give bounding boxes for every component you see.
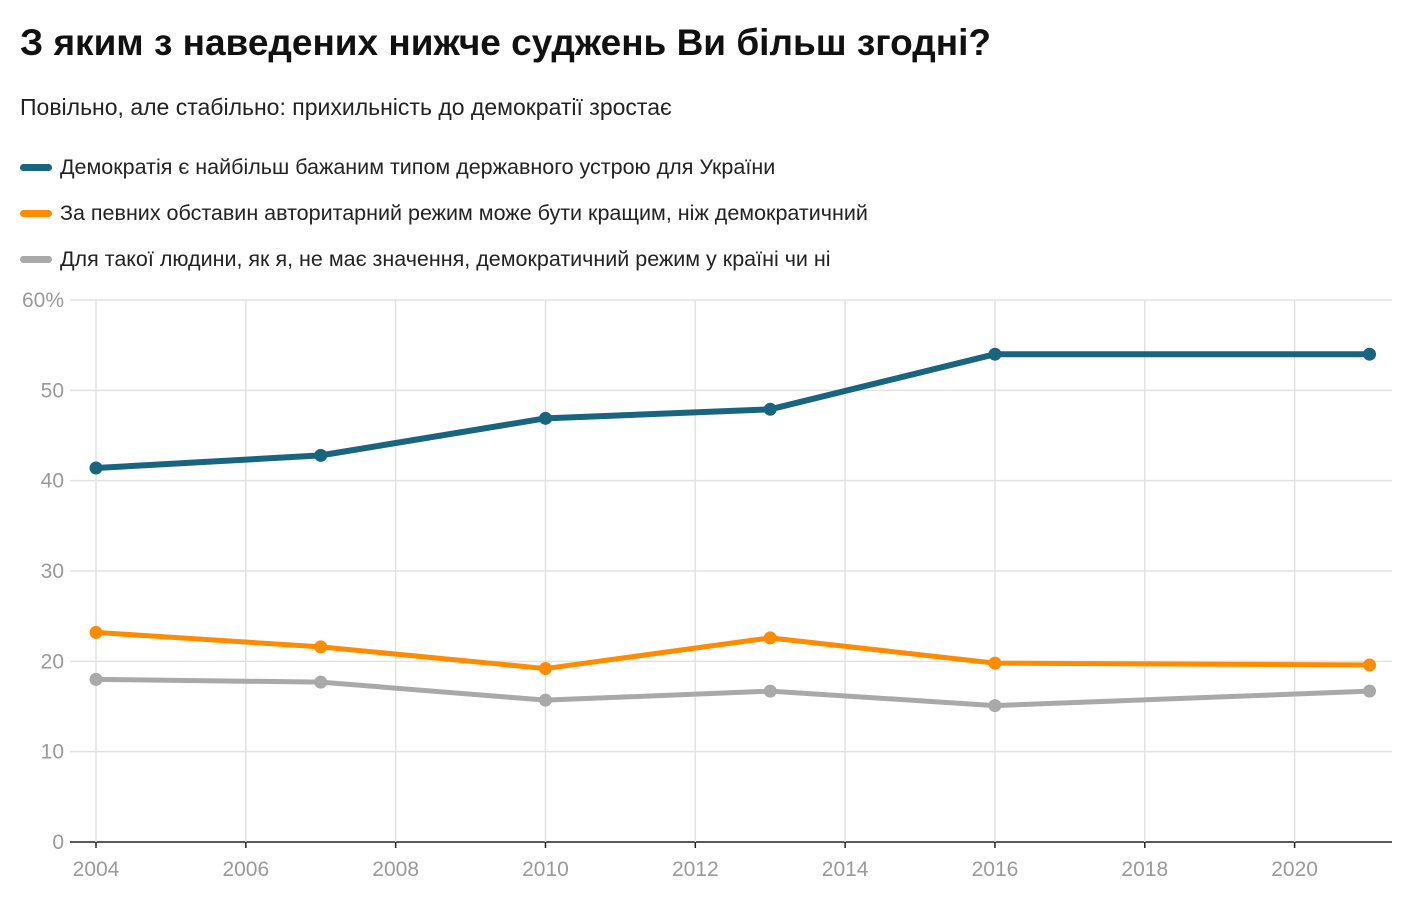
legend-item-democracy: Демократія є найбільш бажаним типом держ… — [20, 155, 775, 180]
y-tick-label: 40 — [41, 470, 64, 493]
data-point-0 — [988, 347, 1002, 361]
data-point-2 — [89, 672, 103, 686]
x-tick-label: 2004 — [73, 858, 120, 881]
data-point-1 — [89, 625, 103, 639]
series-line-2 — [93, 676, 1373, 709]
legend-swatch — [20, 210, 52, 217]
data-point-0 — [1363, 347, 1377, 361]
series-line-1 — [93, 629, 1373, 672]
x-tick-label: 2020 — [1271, 858, 1318, 881]
x-tick-label: 2008 — [372, 858, 419, 881]
x-tick-label: 2018 — [1121, 858, 1168, 881]
data-point-1 — [538, 662, 552, 676]
data-point-2 — [763, 684, 777, 698]
chart-title: З яким з наведених нижче суджень Ви біль… — [20, 22, 991, 63]
x-tick-label: 2012 — [672, 858, 719, 881]
data-point-0 — [314, 448, 328, 462]
y-tick-label: 10 — [41, 741, 64, 764]
x-tick-label: 2016 — [972, 858, 1019, 881]
data-point-0 — [538, 411, 552, 425]
data-point-2 — [314, 675, 328, 689]
data-point-0 — [763, 402, 777, 416]
legend-swatch — [20, 256, 52, 263]
data-point-2 — [538, 693, 552, 707]
legend-label: Демократія є найбільш бажаним типом держ… — [60, 155, 776, 179]
legend-swatch — [20, 164, 52, 171]
data-point-2 — [1363, 684, 1377, 698]
y-tick-label: 60% — [22, 289, 64, 312]
data-point-1 — [988, 656, 1002, 670]
legend-label: За певних обставин авторитарний режим мо… — [60, 201, 868, 225]
data-point-1 — [314, 640, 328, 654]
legend-item-indifferent: Для такої людини, як я, не має значення,… — [20, 247, 831, 272]
series-line-0 — [93, 351, 1373, 472]
x-tick-label: 2010 — [522, 858, 569, 881]
y-tick-label: 20 — [41, 650, 64, 673]
data-point-0 — [89, 461, 103, 475]
data-point-1 — [763, 631, 777, 645]
legend-label: Для такої людини, як я, не має значення,… — [60, 247, 831, 271]
y-tick-label: 0 — [52, 831, 64, 854]
y-tick-label: 30 — [41, 560, 64, 583]
x-tick-label: 2006 — [222, 858, 269, 881]
data-point-1 — [1363, 658, 1377, 672]
legend-item-authoritarian: За певних обставин авторитарний режим мо… — [20, 201, 868, 226]
y-tick-label: 50 — [41, 379, 64, 402]
x-tick-label: 2014 — [822, 858, 869, 881]
chart-subtitle: Повільно, але стабільно: прихильність до… — [20, 94, 672, 120]
data-point-2 — [988, 699, 1002, 713]
